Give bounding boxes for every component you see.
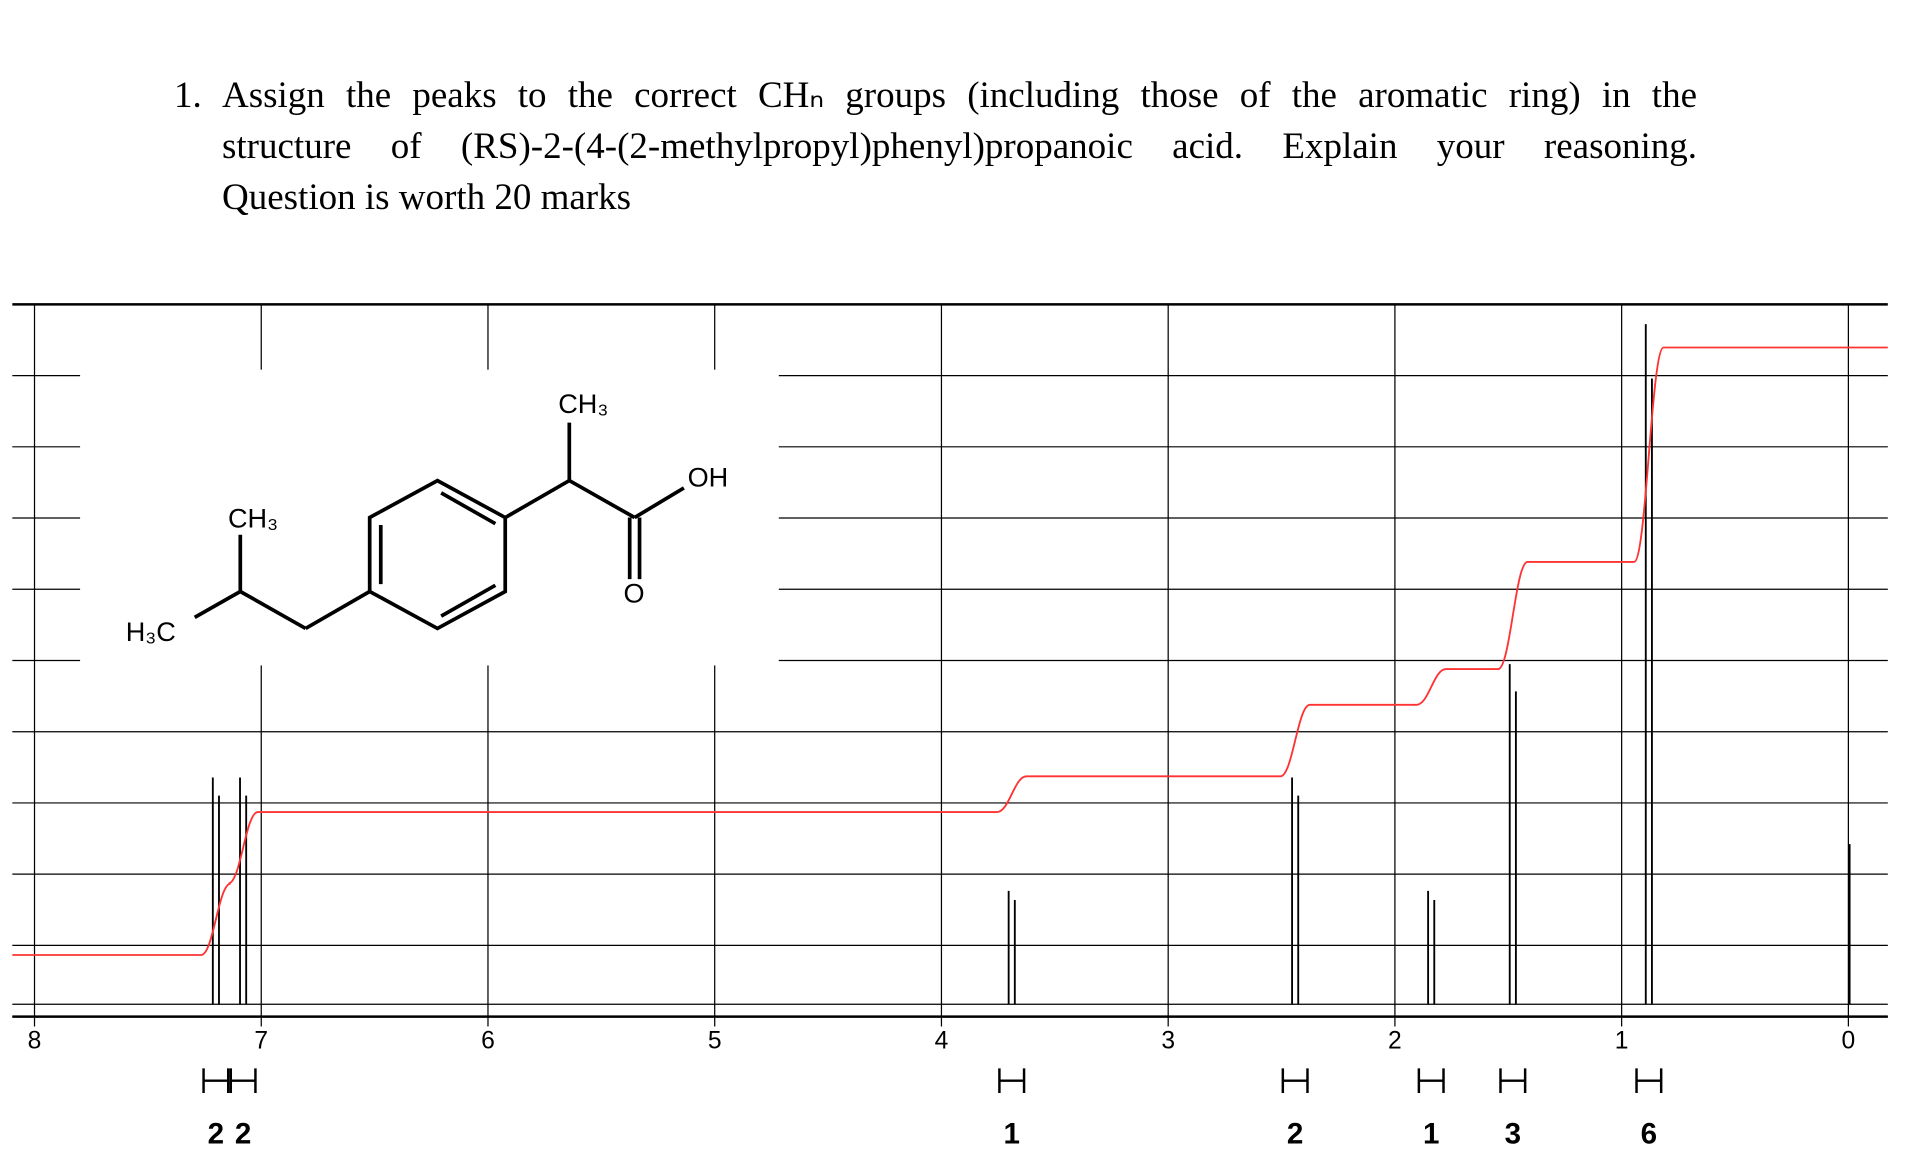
atom-label: H₃C — [126, 616, 176, 647]
atom-label: CH₃ — [228, 502, 278, 533]
x-tick-label: 4 — [935, 1028, 949, 1055]
bond — [193, 589, 242, 619]
atom-label: OH — [688, 462, 729, 493]
integration-label: 1 — [1423, 1118, 1439, 1151]
integration-bracket — [1499, 1068, 1527, 1094]
question-line: structure of (RS)-2-(4-(2-methylpropyl)p… — [222, 126, 1697, 167]
bond — [568, 478, 636, 520]
bond — [504, 478, 571, 520]
integral-curve — [12, 346, 1888, 956]
integration-bracket — [229, 1068, 257, 1094]
question: 1. Assign the peaks to the correct CHₙ g… — [174, 70, 1697, 223]
integration-label: 1 — [1004, 1118, 1020, 1151]
x-tick-label: 0 — [1842, 1028, 1856, 1055]
bond — [304, 589, 371, 631]
x-tick-label: 5 — [708, 1028, 722, 1055]
x-tick-label: 7 — [254, 1028, 268, 1055]
atom-label: O — [624, 578, 645, 609]
integration-bracket — [1635, 1068, 1663, 1094]
atom-label: CH₃ — [558, 388, 608, 419]
integration-label: 3 — [1505, 1118, 1521, 1151]
integration-bracket — [1417, 1068, 1445, 1094]
integration-label: 6 — [1641, 1118, 1657, 1151]
ring — [367, 478, 508, 631]
x-tick-label: 6 — [481, 1028, 495, 1055]
x-tick-label: 1 — [1615, 1028, 1629, 1055]
bond — [239, 589, 307, 631]
structure-box — [80, 369, 779, 666]
x-tick-label: 3 — [1161, 1028, 1175, 1055]
integration-bracket — [1281, 1068, 1309, 1094]
structure — [193, 422, 685, 631]
integration-bracket — [998, 1068, 1026, 1094]
bond — [440, 583, 497, 618]
question-number: 1. — [174, 75, 202, 116]
integration-label: 2 — [235, 1118, 251, 1151]
bond — [633, 486, 685, 520]
question-line: Assign the peaks to the correct CHₙ grou… — [222, 75, 1697, 116]
integration-label: 2 — [208, 1118, 224, 1151]
x-tick-label: 2 — [1388, 1028, 1402, 1055]
x-tick-label: 8 — [28, 1028, 42, 1055]
bond — [440, 491, 497, 526]
question-line: Question is worth 20 marks — [222, 177, 632, 218]
integration-label: 2 — [1287, 1118, 1303, 1151]
integration-bracket — [202, 1068, 230, 1094]
